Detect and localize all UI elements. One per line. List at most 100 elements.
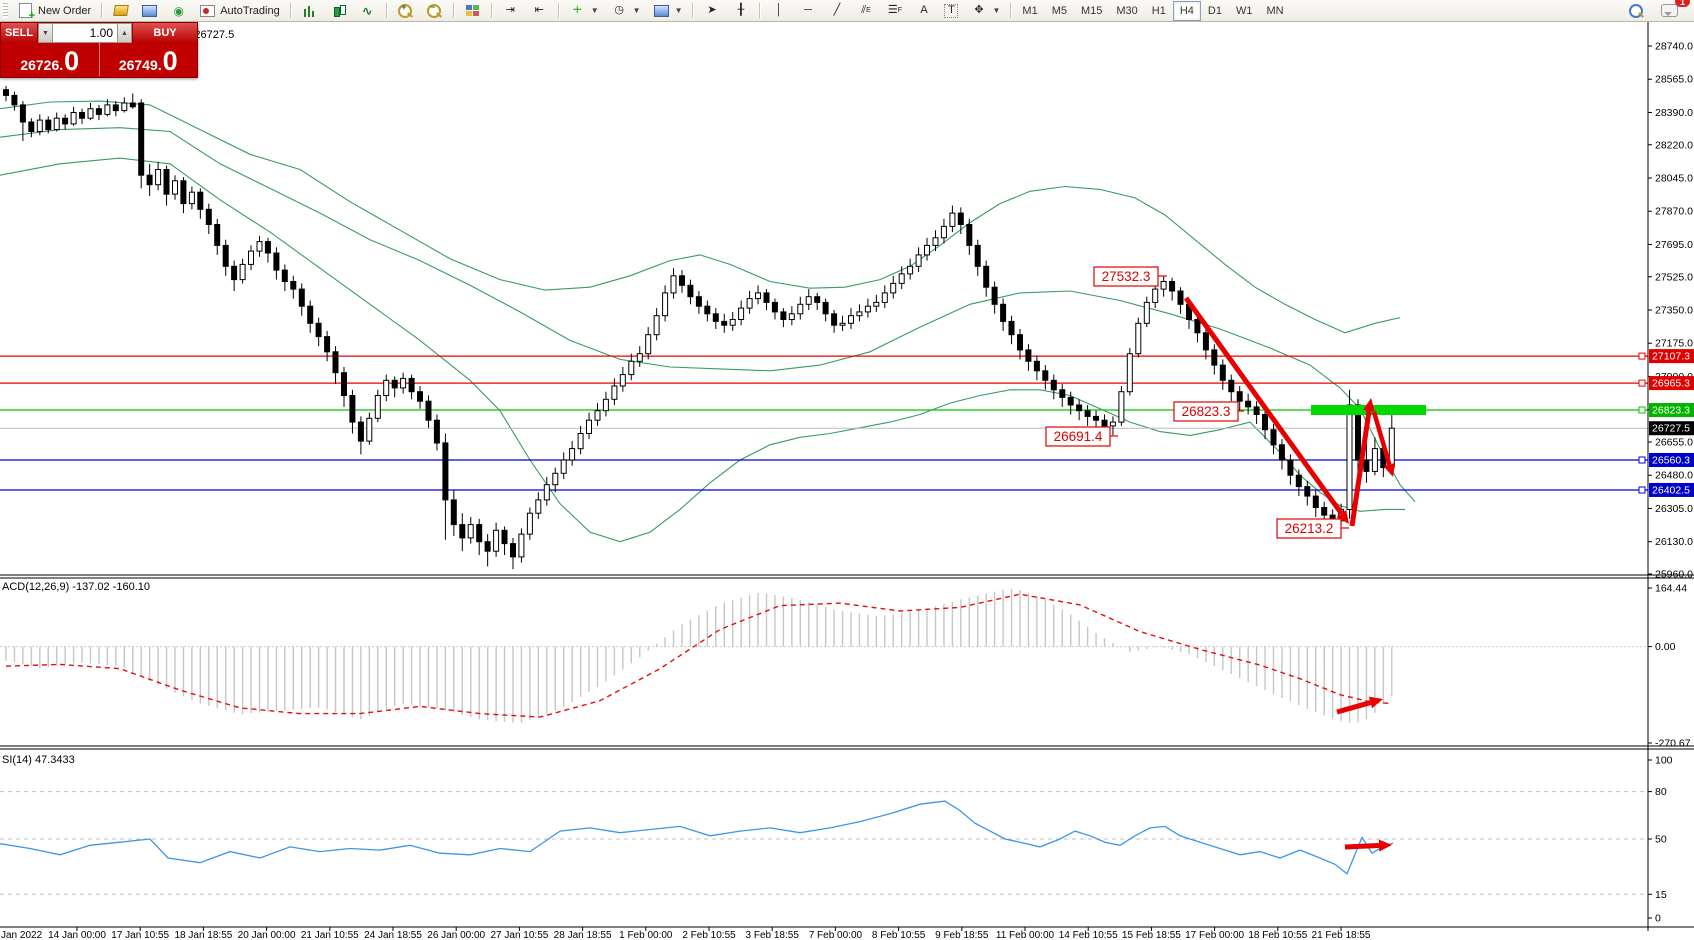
indicators-button[interactable]: 🞡 ▼ — [563, 0, 605, 21]
rsi-pane[interactable]: 100 80 50 15 0 — [0, 755, 1673, 925]
candlestick-icon — [330, 3, 347, 18]
buy-price-tile[interactable]: 26749. 0 — [100, 43, 198, 76]
new-order-label: New Order — [38, 4, 92, 17]
text-button[interactable]: A — [909, 0, 938, 21]
volume-increase-button[interactable]: ▲ — [117, 23, 132, 43]
sell-button[interactable]: SELL — [1, 23, 38, 43]
chart-window[interactable]: 27532.3 26823.3 26691.4 26213.2 28740.0 28565… — [0, 21, 1694, 940]
toolbar-separator — [101, 3, 103, 18]
line-handle-marker — [1638, 456, 1646, 464]
price-tick-label: 28390.0 — [1655, 107, 1693, 119]
tab-m30[interactable]: M30 — [1116, 4, 1138, 17]
tab-h1[interactable]: H1 — [1151, 4, 1166, 17]
annotation-text: 26691.4 — [1054, 429, 1103, 444]
price-badge — [1649, 349, 1694, 364]
time-tick-label: 21 Feb 18:55 — [1312, 930, 1371, 940]
time-tick-label: 18 Jan 18:55 — [174, 930, 232, 940]
tab-m15[interactable]: M15 — [1080, 4, 1103, 17]
annotation-text: 26823.3 — [1182, 404, 1231, 419]
price-annotations[interactable]: 27532.3 26823.3 26691.4 26213.2 — [1045, 266, 1349, 539]
macd-label: ACD(12,26,9) -137.02 -160.10 — [2, 581, 150, 593]
zoom-in-button[interactable] — [391, 0, 420, 21]
price-tick-label: 27695.0 — [1655, 239, 1693, 251]
volume-decrease-button[interactable]: ▼ — [38, 23, 53, 43]
time-tick-label: 17 Feb 00:00 — [1185, 930, 1244, 940]
price-badge — [1649, 452, 1694, 467]
price-tick-label: 28740.0 — [1655, 41, 1693, 53]
tile-windows-button[interactable] — [458, 0, 487, 21]
line-handle-marker — [1638, 352, 1646, 360]
price-tick-label: 26480.0 — [1655, 470, 1693, 482]
bar-chart-button[interactable] — [295, 0, 324, 21]
price-badge-text: 27107.3 — [1652, 351, 1690, 363]
signals-icon: ◉ — [173, 3, 184, 18]
autotrading-button[interactable]: AutoTrading — [193, 0, 286, 21]
price-badge — [1649, 421, 1694, 436]
price-badge-text: 26823.3 — [1652, 405, 1690, 417]
notifications-button[interactable]: 1 — [1655, 0, 1690, 21]
zoom-out-button[interactable] — [420, 0, 449, 21]
vertical-line-button[interactable]: │ — [764, 0, 793, 21]
buy-price-dot: . — [157, 57, 162, 73]
trendline-button[interactable]: ╱ — [822, 0, 851, 21]
line-chart-icon: ∿ — [362, 3, 373, 18]
toolbar-grip[interactable] — [3, 3, 8, 18]
bollinger-bands — [0, 100, 1416, 543]
search-icon — [1629, 3, 1643, 18]
tab-m1[interactable]: M1 — [1022, 4, 1038, 17]
buy-price-main: 26749 — [118, 57, 158, 73]
price-tick-label: 28565.0 — [1655, 74, 1693, 86]
tab-w1[interactable]: W1 — [1235, 4, 1253, 17]
chart-canvas[interactable]: 27532.3 26823.3 26691.4 26213.2 28740.0 28565… — [0, 21, 1694, 940]
candlestick-button[interactable] — [324, 0, 353, 21]
annotation-box — [1045, 426, 1111, 447]
new-chart-icon — [112, 3, 129, 18]
search-button[interactable] — [1623, 0, 1649, 21]
main-toolbar: New Order ◉ AutoTrading ∿ ⇥ ⇤ 🞡▼ ◷▼ ▼ ➤ … — [0, 0, 1694, 22]
new-order-button[interactable]: New Order — [11, 0, 97, 22]
tab-h4[interactable]: H4 — [1172, 0, 1201, 21]
templates-button[interactable]: ▼ — [647, 0, 689, 21]
text-label-button[interactable]: T — [938, 0, 964, 21]
metaeditor-button[interactable] — [135, 0, 164, 21]
price-tick-label: 27350.0 — [1655, 305, 1693, 317]
tab-mn[interactable]: MN — [1266, 4, 1284, 17]
channel-button[interactable]: ⫽ E — [851, 0, 880, 21]
price-tick-label: 26655.0 — [1655, 437, 1693, 449]
horizontal-line-button[interactable]: ─ — [793, 0, 822, 21]
toolbar-separator — [1010, 3, 1012, 18]
time-axis[interactable]: Jan 2022 14 Jan 00:00 17 Jan 10:55 18 Jan 1… — [0, 926, 1694, 940]
chart-shift-button[interactable]: ⇤ — [525, 0, 554, 21]
crosshair-button[interactable]: ╂ — [726, 0, 755, 21]
line-chart-button[interactable]: ∿ — [353, 0, 382, 21]
time-tick-label: 9 Feb 18:55 — [935, 930, 989, 940]
time-tick-label: 3 Feb 18:55 — [746, 930, 800, 940]
volume-input[interactable]: 1.00 — [53, 23, 117, 43]
price-badge — [1649, 376, 1694, 391]
tab-m5[interactable]: M5 — [1051, 4, 1067, 17]
new-order-icon — [17, 3, 35, 22]
trend-arrows[interactable] — [1183, 296, 1396, 527]
arrows-button[interactable]: ✥ ▼ — [964, 0, 1006, 21]
zoom-in-icon — [397, 3, 414, 18]
price-tick-label: 27525.0 — [1655, 271, 1693, 283]
toolbar-separator — [557, 3, 559, 18]
auto-scroll-button[interactable]: ⇥ — [496, 0, 525, 21]
periods-button[interactable]: ◷ ▼ — [605, 0, 647, 21]
signals-button[interactable]: ◉ — [164, 0, 193, 21]
buy-price-pip: 0 — [162, 46, 178, 77]
cursor-button[interactable]: ➤ — [697, 0, 726, 21]
price-badge-text: 26402.5 — [1652, 484, 1690, 496]
tab-d1[interactable]: D1 — [1207, 4, 1222, 17]
new-chart-button[interactable] — [106, 0, 135, 21]
rsi-scale-label: 50 — [1655, 834, 1667, 846]
one-click-trading-panel: SELL ▼ 1.00 ▲ BUY 26726. 0 26749. 0 — [0, 22, 198, 78]
buy-button[interactable]: BUY — [132, 23, 197, 43]
fibonacci-button[interactable]: ☰ F — [880, 0, 909, 21]
chart-shift-icon: ⇤ — [534, 4, 544, 16]
price-badge-text: 26560.3 — [1652, 454, 1690, 466]
rsi-scale-label: 80 — [1655, 786, 1667, 798]
macd-pane[interactable]: 164.44 0.00 -270.67 — [0, 583, 1691, 750]
sell-price-tile[interactable]: 26726. 0 — [1, 43, 100, 76]
price-scale[interactable]: 28740.0 28565.0 28390.0 28220.0 28045.0 27870… — [1647, 21, 1694, 931]
